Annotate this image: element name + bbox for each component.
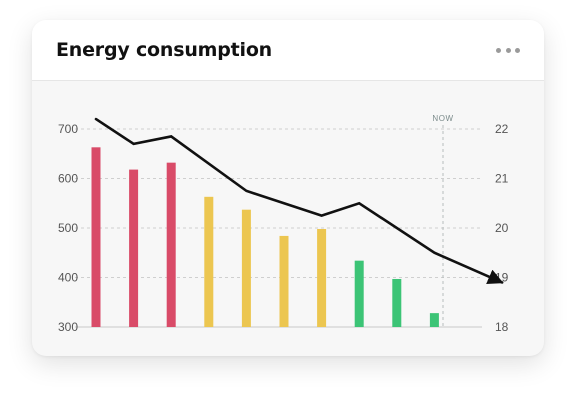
bar: [91, 147, 101, 327]
y-tick-label-right: 18: [495, 320, 509, 334]
menu-dot: [505, 47, 511, 53]
bar: [317, 228, 327, 327]
now-marker-label: NOW: [432, 114, 453, 123]
card-title: Energy consumption: [56, 39, 273, 61]
y-tick-label-left: 500: [58, 221, 78, 235]
menu-dot: [496, 47, 501, 53]
bar: [279, 235, 289, 327]
y-tick-label-left: 400: [58, 271, 78, 285]
menu-dot: [515, 47, 520, 53]
bar: [392, 278, 402, 327]
more-horizontal-icon[interactable]: [496, 42, 520, 58]
bar: [166, 162, 176, 327]
y-tick-label-left: 700: [58, 122, 78, 136]
trend-line: [94, 117, 504, 284]
y-tick-label-left: 600: [58, 172, 78, 186]
bar: [429, 313, 439, 327]
y-tick-label-right: 22: [495, 122, 509, 136]
bar: [354, 260, 364, 327]
energy-card: Energy consumption 700 600 500 400 300 22 21 20…: [32, 20, 544, 356]
y-tick-label-left: 300: [58, 320, 78, 334]
card-header: Energy consumption: [32, 20, 544, 81]
bar: [241, 209, 251, 327]
y-tick-label-right: 20: [495, 221, 509, 235]
bar: [204, 196, 214, 327]
bar: [129, 169, 139, 327]
y-tick-label-right: 21: [495, 172, 509, 186]
